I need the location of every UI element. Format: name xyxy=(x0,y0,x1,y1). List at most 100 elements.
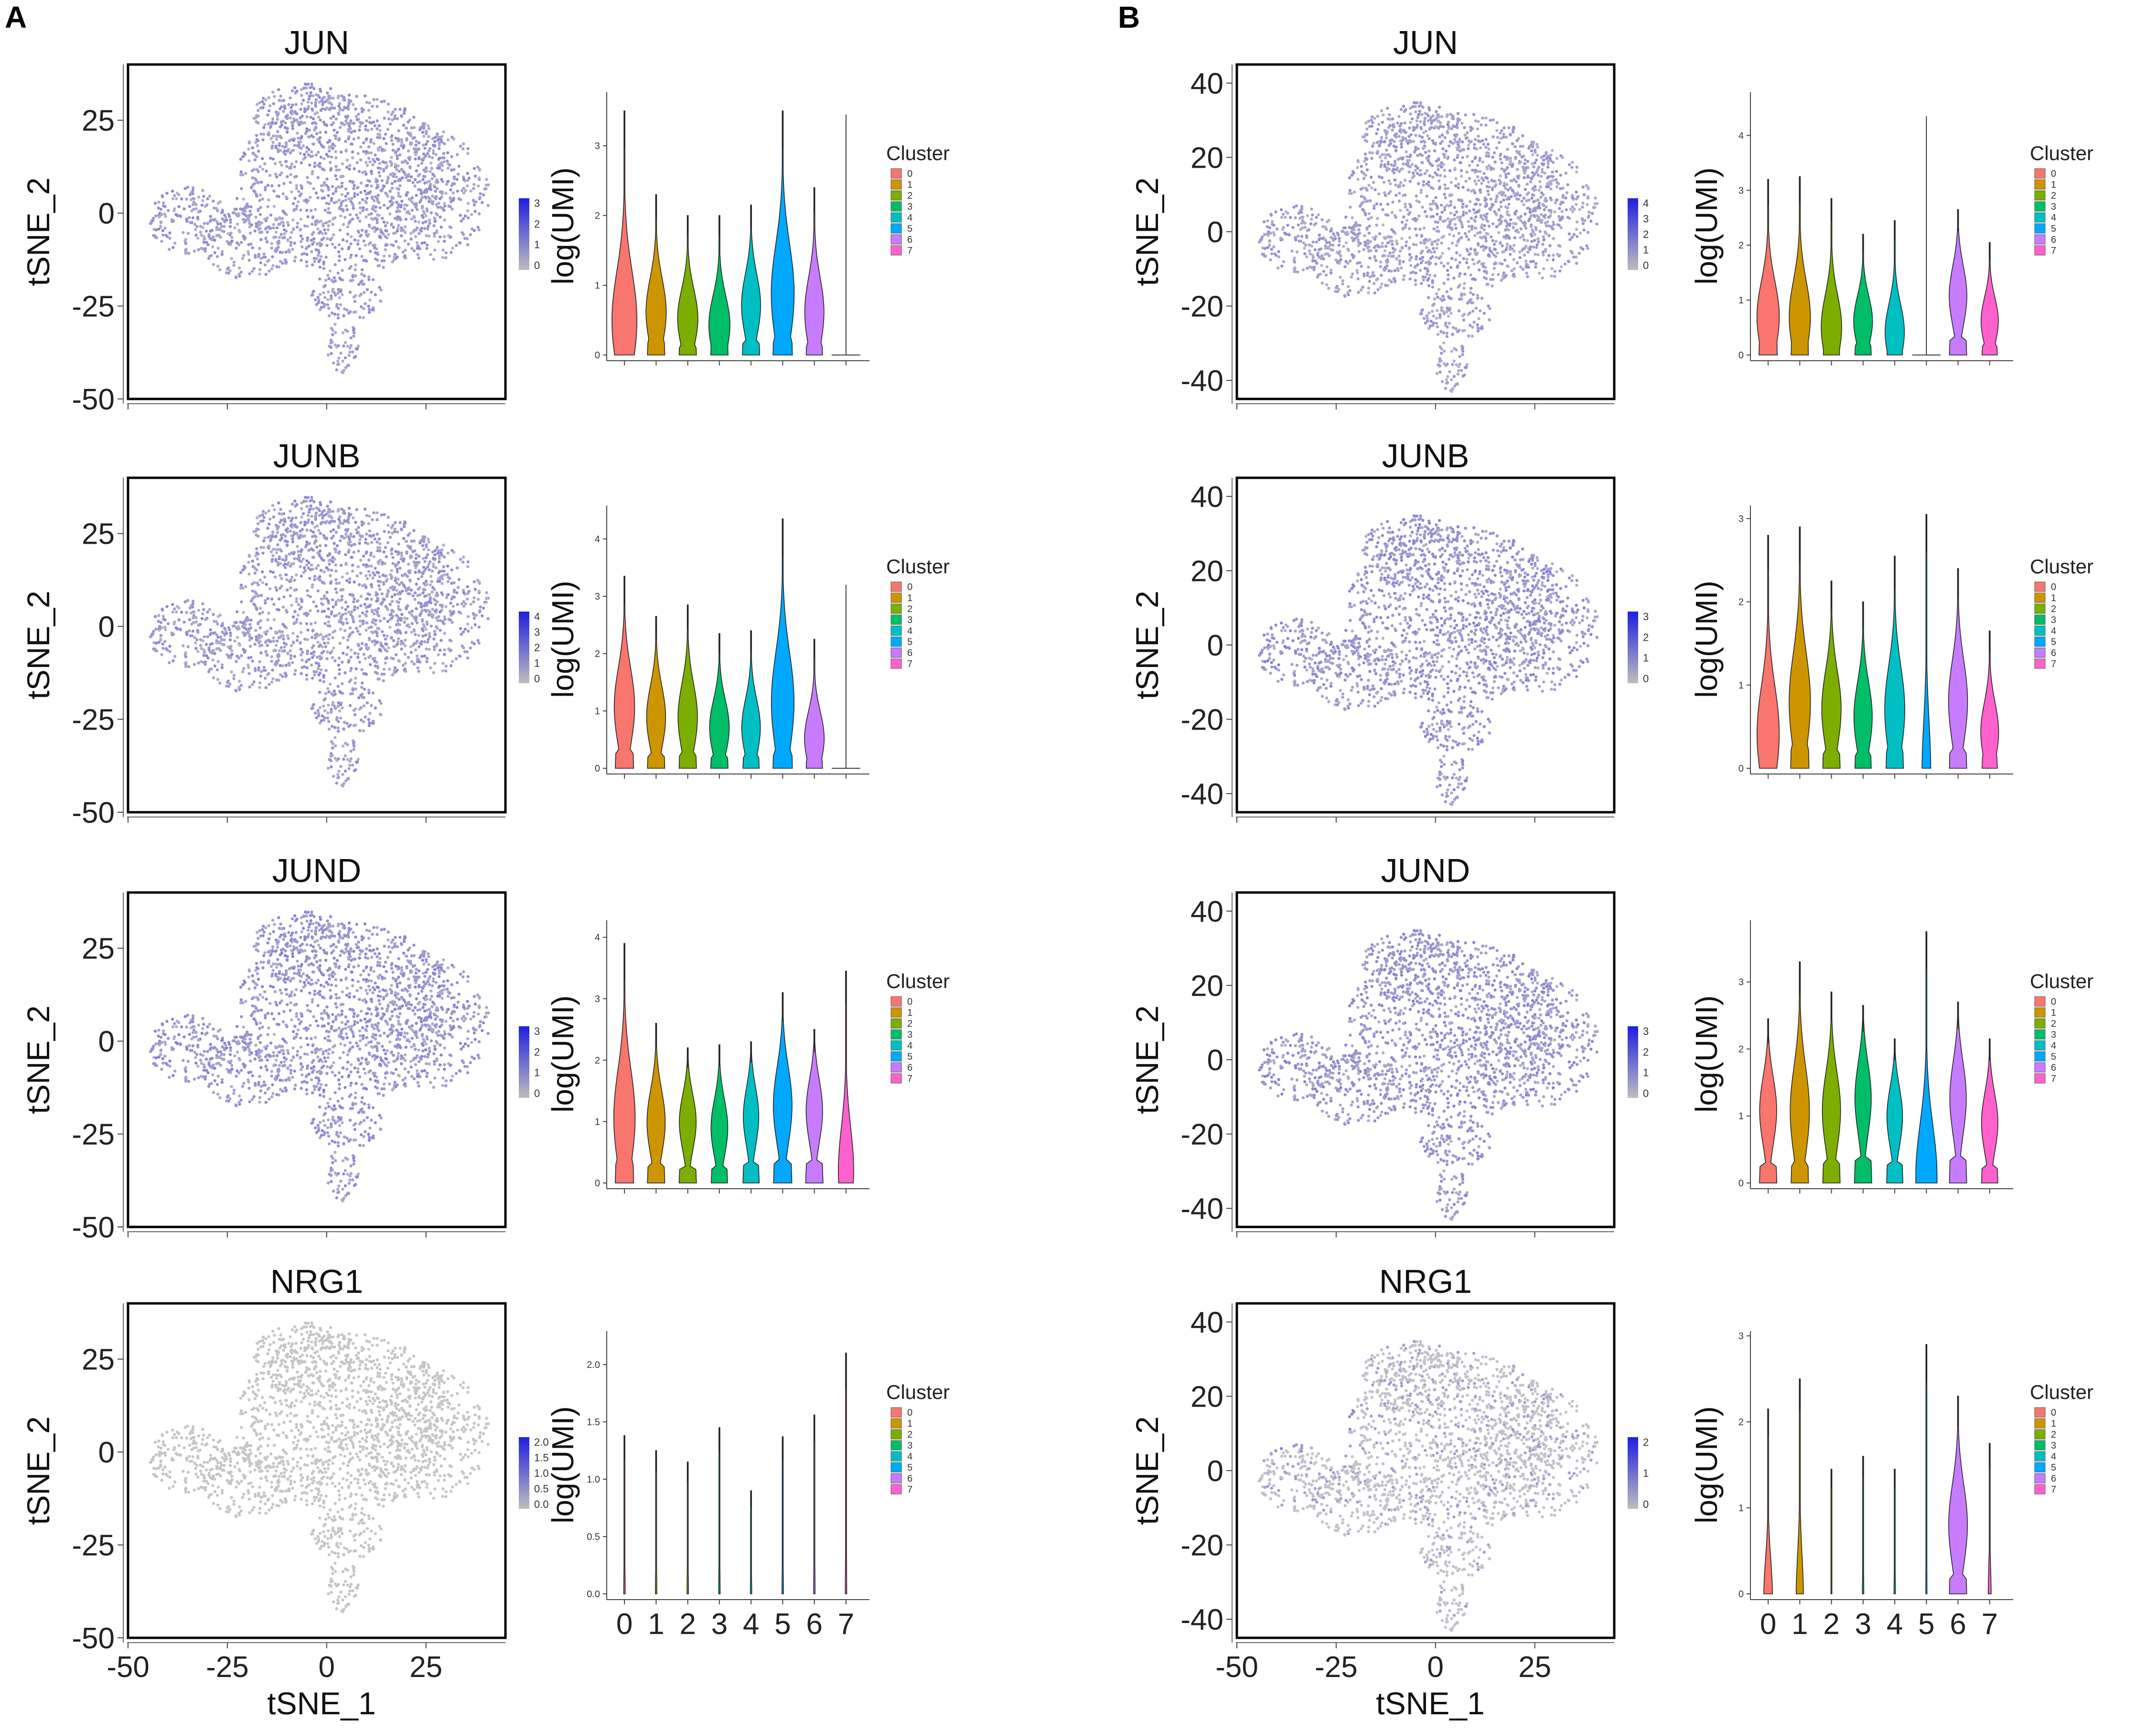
cell-point xyxy=(191,616,195,620)
cell-point xyxy=(338,108,342,112)
cell-point xyxy=(326,303,330,307)
cell-point xyxy=(400,639,403,643)
cell-point xyxy=(397,224,400,227)
cell-point xyxy=(330,155,333,159)
cell-point xyxy=(353,1020,356,1023)
cell-point xyxy=(348,1041,352,1044)
cell-point xyxy=(412,147,416,151)
cell-point xyxy=(424,1042,428,1046)
cell-point xyxy=(226,232,230,236)
cell-point xyxy=(413,564,417,567)
cell-point xyxy=(175,192,179,195)
cell-point xyxy=(251,1004,254,1008)
cell-point xyxy=(311,263,314,267)
cell-point xyxy=(381,187,385,191)
legend-label: 7 xyxy=(907,659,912,669)
cell-point xyxy=(322,260,325,264)
cell-point xyxy=(204,618,207,622)
cell-point xyxy=(324,669,328,672)
cell-point xyxy=(402,112,406,115)
cell-point xyxy=(266,673,269,677)
cell-point xyxy=(322,145,325,149)
cell-point xyxy=(289,594,292,598)
cell-point xyxy=(406,191,409,194)
cell-point xyxy=(396,622,400,626)
cell-point xyxy=(274,535,277,538)
cell-point xyxy=(484,187,488,191)
cell-point xyxy=(283,152,287,156)
cell-point xyxy=(334,1018,338,1021)
cell-point xyxy=(297,603,300,606)
cell-point xyxy=(462,591,466,594)
cell-point xyxy=(466,560,470,564)
cell-point xyxy=(236,241,239,245)
cell-point xyxy=(274,134,278,138)
cell-point xyxy=(344,553,347,557)
cell-point xyxy=(254,567,257,570)
cell-point xyxy=(283,672,287,675)
cell-point xyxy=(341,238,345,242)
cell-point xyxy=(339,278,343,281)
cell-point xyxy=(356,216,360,220)
cell-point xyxy=(362,554,365,558)
cell-point xyxy=(294,516,298,519)
cell-point xyxy=(415,194,418,197)
cell-point xyxy=(281,251,284,254)
cell-point xyxy=(359,158,363,161)
cell-point xyxy=(357,526,360,529)
cell-point xyxy=(430,167,433,170)
cell-point xyxy=(267,96,270,99)
cell-point xyxy=(359,595,363,598)
cell-point xyxy=(378,174,382,178)
cell-point xyxy=(431,1022,434,1026)
cell-point xyxy=(324,256,328,259)
cell-point xyxy=(433,588,436,591)
cell-point xyxy=(449,188,452,192)
cell-point xyxy=(346,1020,350,1023)
cell-point xyxy=(317,529,321,532)
cell-point xyxy=(295,207,298,211)
cell-point xyxy=(201,602,204,605)
cell-point xyxy=(277,135,280,138)
cell-point xyxy=(414,633,417,636)
cell-point xyxy=(248,225,251,228)
cell-point xyxy=(189,198,193,202)
cell-point xyxy=(318,509,321,512)
cell-point xyxy=(183,662,187,665)
cell-point xyxy=(359,234,363,237)
cell-point xyxy=(290,89,294,93)
cell-point xyxy=(320,184,323,187)
cell-point xyxy=(149,635,152,639)
cell-point xyxy=(337,344,340,347)
cell-point xyxy=(421,130,425,134)
cell-point xyxy=(309,568,312,571)
cell-point xyxy=(417,141,421,145)
cell-point xyxy=(344,561,348,565)
cell-point xyxy=(402,537,406,540)
cell-point xyxy=(450,568,453,572)
cell-point xyxy=(226,679,230,683)
cell-point xyxy=(310,209,313,212)
cell-point xyxy=(258,578,262,582)
cell-point xyxy=(299,521,302,525)
cell-point xyxy=(352,327,356,331)
tsne-title: JUND xyxy=(272,852,362,889)
cell-point xyxy=(376,580,380,583)
cell-point xyxy=(456,603,459,606)
cell-point xyxy=(191,629,195,633)
cell-point xyxy=(236,223,239,226)
cell-point xyxy=(456,190,459,193)
cell-point xyxy=(358,247,362,251)
cell-point xyxy=(201,226,204,229)
cell-point xyxy=(239,986,243,989)
cell-point xyxy=(417,554,421,558)
cell-point xyxy=(341,269,344,272)
cell-point xyxy=(358,206,362,210)
cell-point xyxy=(300,516,303,519)
cell-point xyxy=(318,293,322,296)
cell-point xyxy=(275,1003,279,1007)
cell-point xyxy=(322,650,325,653)
cell-point xyxy=(375,511,379,515)
cell-point xyxy=(186,599,189,602)
cell-point xyxy=(374,153,377,157)
